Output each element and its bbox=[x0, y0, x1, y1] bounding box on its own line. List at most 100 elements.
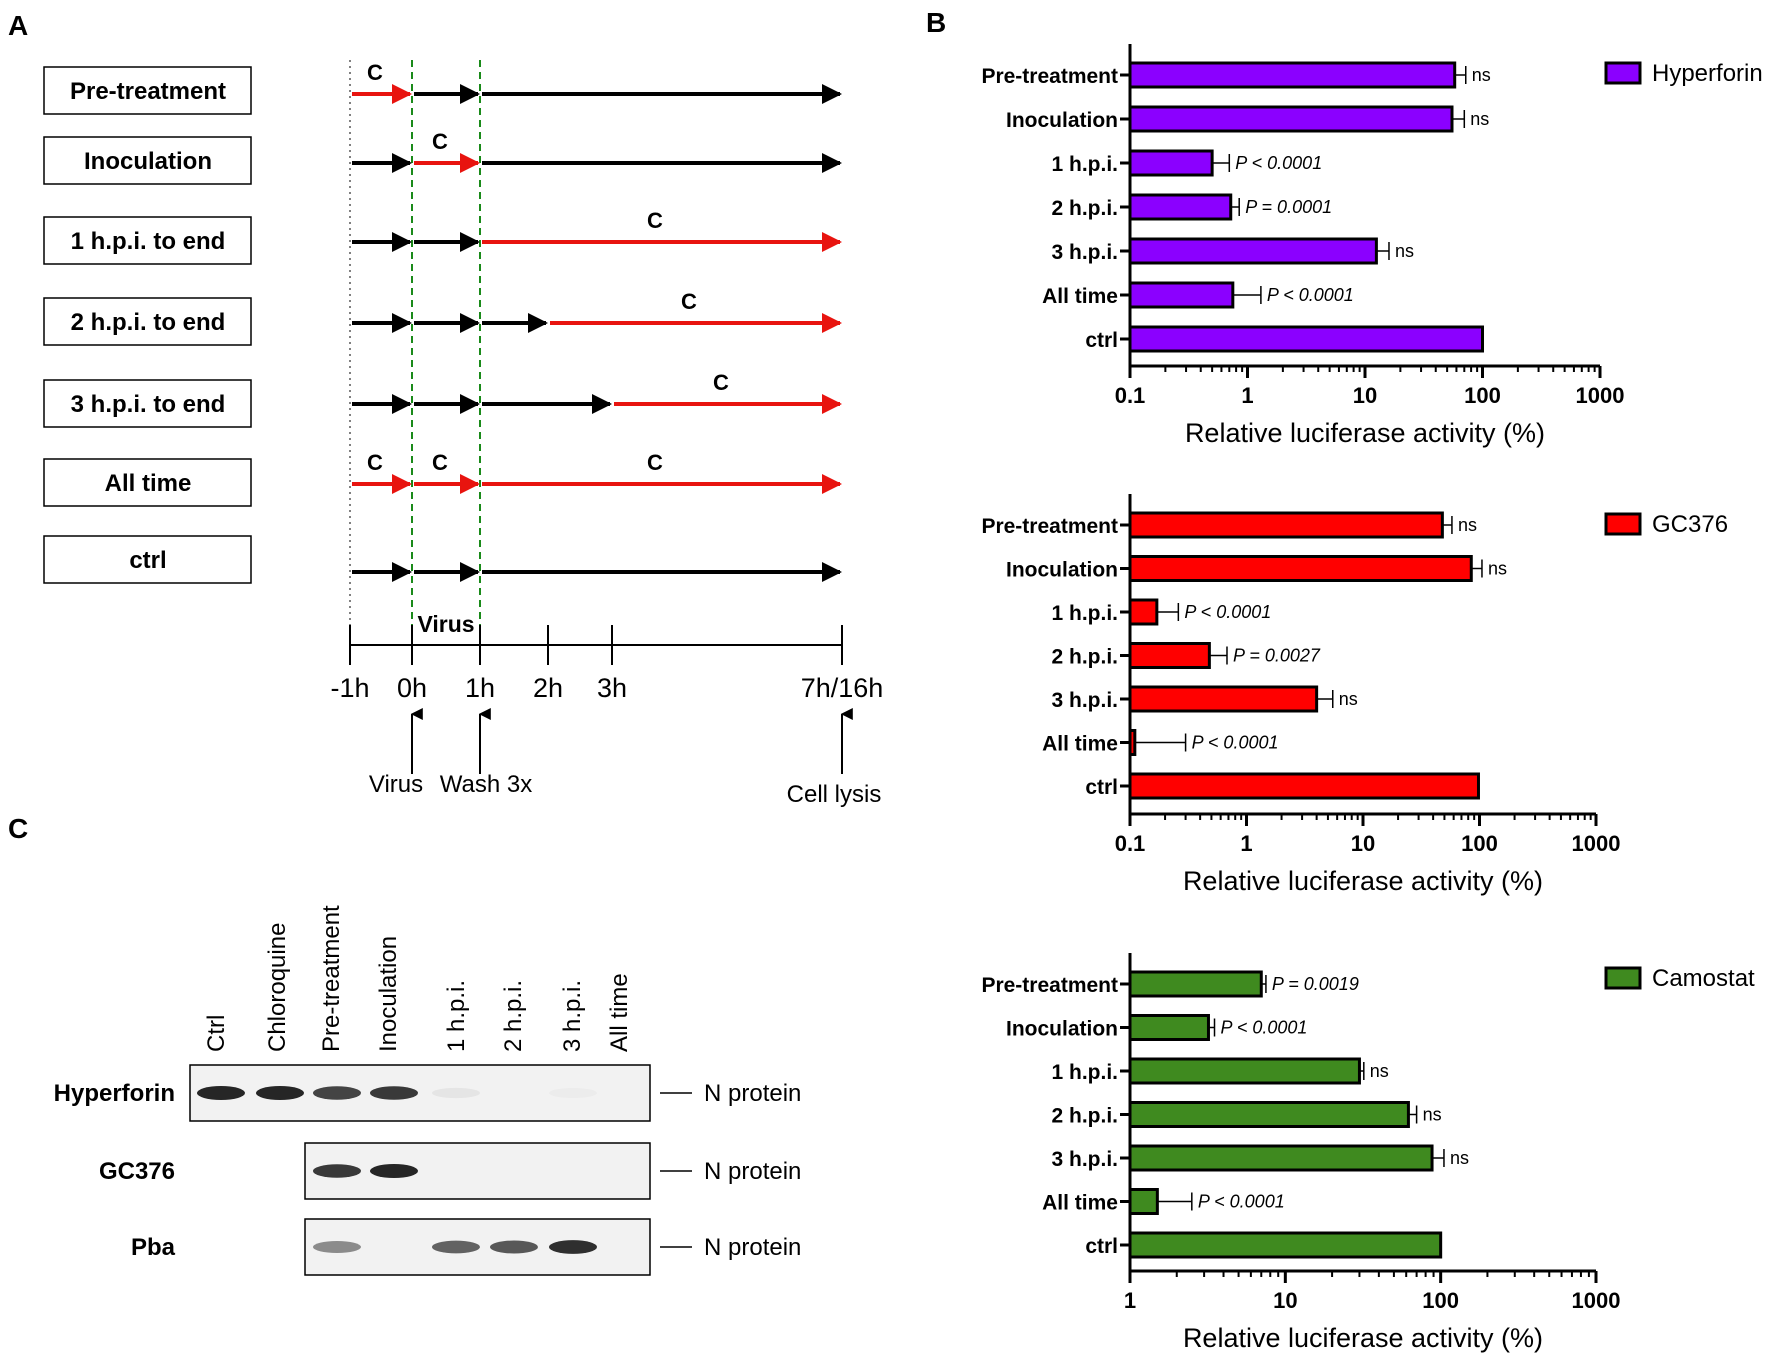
x-tick-label: 1000 bbox=[1572, 831, 1621, 856]
significance-label: ns bbox=[1339, 689, 1358, 709]
panel-label-a: A bbox=[8, 10, 28, 41]
category-label: 3 h.p.i. bbox=[1051, 689, 1118, 712]
panel-label-c: C bbox=[8, 813, 28, 844]
category-label: Pre-treatment bbox=[981, 65, 1118, 88]
condition-label: 1 h.p.i. to end bbox=[71, 228, 226, 255]
category-label: 2 h.p.i. bbox=[1051, 1105, 1118, 1128]
x-tick-label: 100 bbox=[1422, 1288, 1459, 1313]
protein-band bbox=[432, 1087, 480, 1099]
significance-label: ns bbox=[1458, 515, 1477, 535]
bar bbox=[1128, 325, 1484, 353]
x-tick-label: 1 bbox=[1241, 383, 1253, 408]
x-tick-label: 10 bbox=[1273, 1288, 1297, 1313]
x-axis-title: Relative luciferase activity (%) bbox=[1183, 1323, 1543, 1353]
protein-band bbox=[549, 1088, 597, 1098]
significance-label: P < 0.0001 bbox=[1221, 1018, 1308, 1038]
category-label: 2 h.p.i. bbox=[1051, 197, 1118, 220]
lane-label: Pre-treatment bbox=[318, 905, 345, 1052]
lane-label: All time bbox=[606, 973, 633, 1052]
legend-swatch bbox=[1604, 61, 1642, 85]
condition-box bbox=[43, 136, 252, 185]
legend-label: Hyperforin bbox=[1652, 60, 1763, 87]
condition-box bbox=[43, 458, 252, 507]
compound-marker: C bbox=[647, 450, 663, 475]
x-tick-label: 1000 bbox=[1572, 1288, 1621, 1313]
x-tick-label: 10 bbox=[1353, 383, 1377, 408]
blot-target-label: N protein bbox=[704, 1080, 801, 1107]
significance-label: ns bbox=[1395, 241, 1414, 261]
bar bbox=[1128, 1057, 1361, 1085]
significance-label: P = 0.0001 bbox=[1245, 197, 1332, 217]
significance-label: P < 0.0001 bbox=[1192, 733, 1279, 753]
chart-hyperforin: 0.1 1 10 100 1000 Relative luciferase activit… bbox=[981, 44, 1763, 448]
virus-window-label: Virus bbox=[417, 611, 474, 637]
bar bbox=[1128, 1144, 1434, 1172]
chart-camostat: 1 10 100 1000 Relative luciferase activity (… bbox=[981, 953, 1755, 1353]
compound-marker: C bbox=[367, 60, 383, 85]
bar bbox=[1128, 237, 1378, 265]
wash-event-label: Wash 3x bbox=[440, 771, 532, 798]
bar bbox=[1128, 149, 1214, 177]
bar bbox=[1128, 281, 1235, 309]
significance-label: ns bbox=[1370, 1061, 1389, 1081]
bar bbox=[1128, 1231, 1443, 1259]
blot-membrane bbox=[304, 1142, 651, 1200]
protein-band bbox=[256, 1086, 304, 1100]
legend-label: GC376 bbox=[1652, 511, 1728, 538]
category-label: 3 h.p.i. bbox=[1051, 1148, 1118, 1171]
lane-label: 3 h.p.i. bbox=[559, 980, 586, 1052]
time-axis-label: 7h/16h bbox=[801, 673, 884, 703]
bar bbox=[1128, 598, 1159, 626]
significance-label: ns bbox=[1488, 559, 1507, 579]
x-tick-label: 100 bbox=[1461, 831, 1498, 856]
bar bbox=[1128, 61, 1457, 89]
category-label: All time bbox=[1042, 1192, 1118, 1215]
time-axis-label: 3h bbox=[597, 673, 627, 703]
time-axis-label: 2h bbox=[533, 673, 563, 703]
protein-band bbox=[490, 1240, 538, 1254]
protein-band bbox=[313, 1086, 361, 1100]
condition-box bbox=[43, 297, 252, 346]
lane-label: Inoculation bbox=[375, 936, 402, 1052]
category-label: All time bbox=[1042, 285, 1118, 308]
compound-marker: C bbox=[681, 289, 697, 314]
legend-label: Camostat bbox=[1652, 965, 1755, 992]
category-label: Inoculation bbox=[1006, 559, 1118, 582]
significance-label: ns bbox=[1472, 65, 1491, 85]
category-label: ctrl bbox=[1085, 329, 1118, 352]
blot-row-label: GC376 bbox=[99, 1158, 175, 1185]
panel-label-b: B bbox=[926, 7, 946, 38]
condition-label: 3 h.p.i. to end bbox=[71, 391, 226, 418]
western-blot: Ctrl Chloroquine Pre-treatment Inoculation 1… bbox=[54, 905, 801, 1276]
lane-label: Ctrl bbox=[203, 1015, 230, 1052]
time-axis-label: -1h bbox=[330, 673, 369, 703]
category-label: Inoculation bbox=[1006, 1018, 1118, 1041]
bar bbox=[1128, 555, 1473, 582]
lane-label: 1 h.p.i. bbox=[443, 980, 470, 1052]
condition-label: 2 h.p.i. to end bbox=[71, 309, 226, 336]
protein-band bbox=[432, 1240, 480, 1254]
x-tick-label: 0.1 bbox=[1115, 831, 1146, 856]
category-label: 3 h.p.i. bbox=[1051, 241, 1118, 264]
category-label: Pre-treatment bbox=[981, 974, 1118, 997]
protein-band bbox=[549, 1240, 597, 1254]
chart-gc376: 0.1 1 10 100 1000 Relative luciferase activit… bbox=[981, 494, 1728, 896]
blot-target-label: N protein bbox=[704, 1158, 801, 1185]
lysis-event-label: Cell lysis bbox=[787, 781, 882, 808]
blot-target-label: N protein bbox=[704, 1234, 801, 1261]
bar bbox=[1128, 685, 1319, 713]
significance-label: P < 0.0001 bbox=[1267, 285, 1354, 305]
significance-label: P = 0.0027 bbox=[1233, 646, 1321, 666]
bar bbox=[1128, 105, 1454, 133]
x-tick-label: 100 bbox=[1464, 383, 1501, 408]
condition-box bbox=[43, 66, 252, 115]
significance-label: P < 0.0001 bbox=[1184, 602, 1271, 622]
category-label: ctrl bbox=[1085, 1235, 1118, 1258]
significance-label: P < 0.0001 bbox=[1235, 153, 1322, 173]
legend-swatch bbox=[1604, 512, 1642, 536]
time-axis-label: 0h bbox=[397, 673, 427, 703]
x-tick-label: 1000 bbox=[1576, 383, 1625, 408]
x-tick-label: 0.1 bbox=[1115, 383, 1146, 408]
significance-label: ns bbox=[1470, 109, 1489, 129]
condition-label: All time bbox=[105, 470, 192, 497]
